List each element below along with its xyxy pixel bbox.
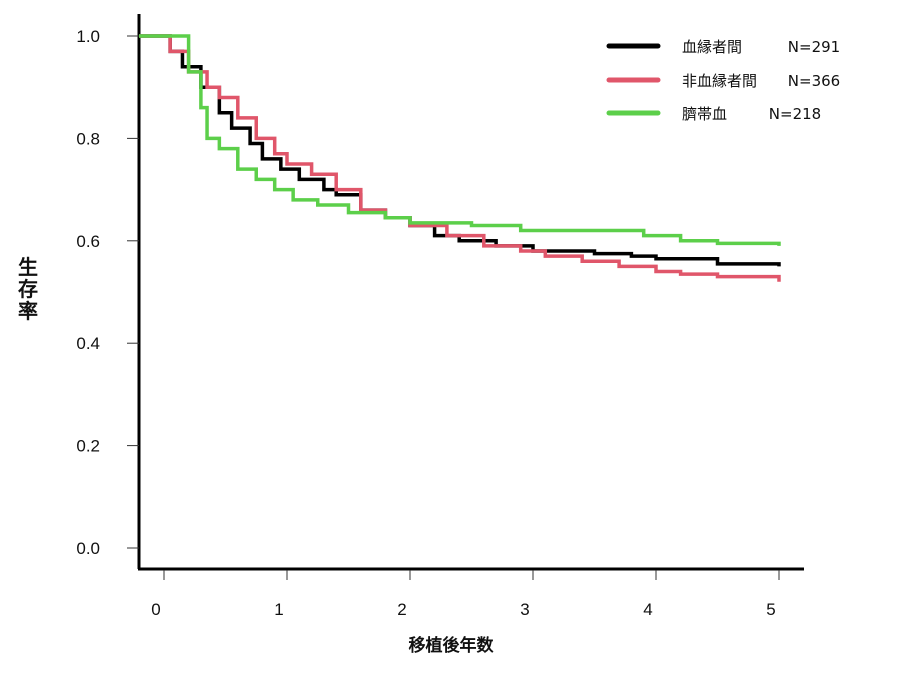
legend-n: N=218 <box>769 105 821 123</box>
x-ticks: 0 1 2 3 4 5 <box>151 570 780 619</box>
y-axis-title-char: 生 <box>18 255 38 279</box>
y-axis-title-char: 存 <box>18 277 38 301</box>
axes: 0.0 0.2 0.4 0.6 0.8 1.0 0 1 2 3 4 5 <box>76 14 804 619</box>
legend-label: 血縁者間 <box>682 38 742 56</box>
x-tick-label: 4 <box>643 600 652 619</box>
y-tick-label: 0.2 <box>76 437 100 456</box>
y-axis-title: 生 存 率 <box>16 256 40 322</box>
legend-label: 非血縁者間 <box>682 72 757 90</box>
legend-n: N=366 <box>788 72 840 90</box>
x-tick-label: 3 <box>520 600 529 619</box>
y-tick-label: 0.8 <box>76 129 100 148</box>
legend-n: N=291 <box>788 38 840 56</box>
y-tick-label: 1.0 <box>76 27 100 46</box>
legend: 血縁者間 N=291 非血縁者間 N=366 臍帯血 N=218 <box>606 38 840 123</box>
x-tick-label: 1 <box>274 600 283 619</box>
curve-unrelated <box>139 34 781 282</box>
y-axis-title-char: 率 <box>18 299 38 323</box>
x-tick-label: 2 <box>397 600 406 619</box>
curve-cord-blood <box>139 34 781 246</box>
y-ticks: 0.0 0.2 0.4 0.6 0.8 1.0 <box>76 27 139 558</box>
y-tick-label: 0.4 <box>76 334 100 353</box>
y-tick-label: 0.6 <box>76 232 100 251</box>
curve-related <box>139 34 781 267</box>
x-tick-label: 0 <box>151 600 160 619</box>
x-tick-label: 5 <box>766 600 775 619</box>
y-tick-label: 0.0 <box>76 539 100 558</box>
legend-label: 臍帯血 <box>682 105 727 123</box>
x-axis-title: 移植後年数 <box>409 635 495 656</box>
survival-curves <box>139 34 781 282</box>
